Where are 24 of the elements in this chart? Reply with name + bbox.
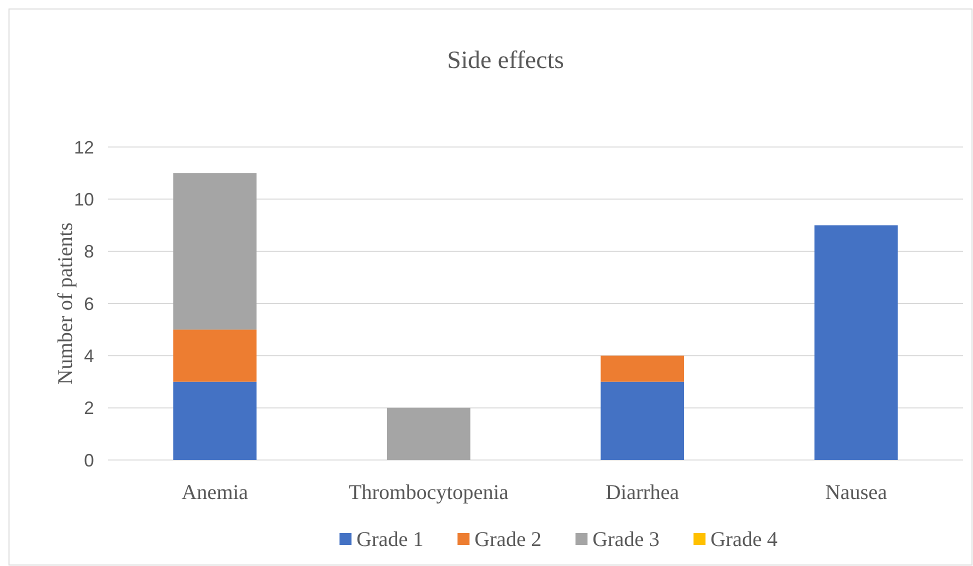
- y-tick-label: 8: [84, 242, 94, 262]
- legend-label: Grade 2: [474, 527, 542, 551]
- x-tick-label: Diarrhea: [606, 480, 680, 504]
- chart-title: Side effects: [447, 47, 564, 74]
- bar: [600, 356, 684, 382]
- bar: [600, 382, 684, 460]
- bar: [814, 225, 898, 460]
- legend-label: Grade 4: [710, 527, 778, 551]
- x-tick-label: Nausea: [825, 480, 888, 504]
- y-tick-label: 4: [84, 346, 94, 366]
- y-tick-label: 10: [74, 189, 94, 210]
- bar: [173, 382, 257, 460]
- legend-label: Grade 1: [356, 527, 424, 551]
- x-tick-label: Anemia: [182, 480, 249, 504]
- y-tick-label: 2: [84, 398, 94, 418]
- y-tick-label: 6: [84, 294, 94, 314]
- legend-label: Grade 3: [592, 527, 660, 551]
- x-tick-label: Thrombocytopenia: [348, 480, 510, 504]
- bar: [173, 173, 257, 330]
- y-tick-label: 12: [74, 137, 94, 158]
- bar: [173, 330, 257, 382]
- y-tick-label: 0: [84, 450, 94, 470]
- bar: [386, 408, 470, 460]
- y-axis-title: Number of patients: [53, 222, 77, 385]
